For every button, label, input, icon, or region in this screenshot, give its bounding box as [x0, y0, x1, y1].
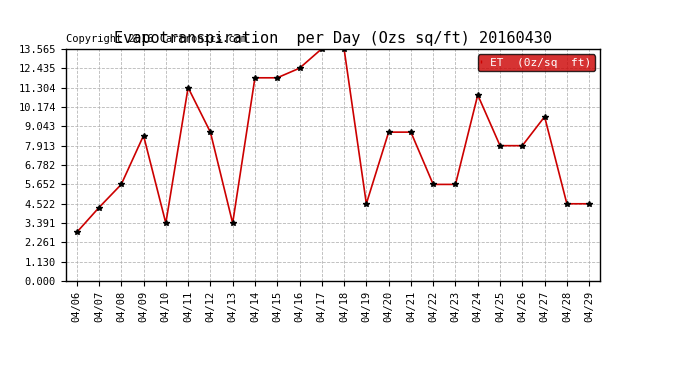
- Text: Copyright 2016 Cartronics.com: Copyright 2016 Cartronics.com: [66, 34, 247, 44]
- Legend: ET  (0z/sq  ft): ET (0z/sq ft): [478, 54, 595, 71]
- Title: Evapotranspiration  per Day (Ozs sq/ft) 20160430: Evapotranspiration per Day (Ozs sq/ft) 2…: [114, 31, 552, 46]
